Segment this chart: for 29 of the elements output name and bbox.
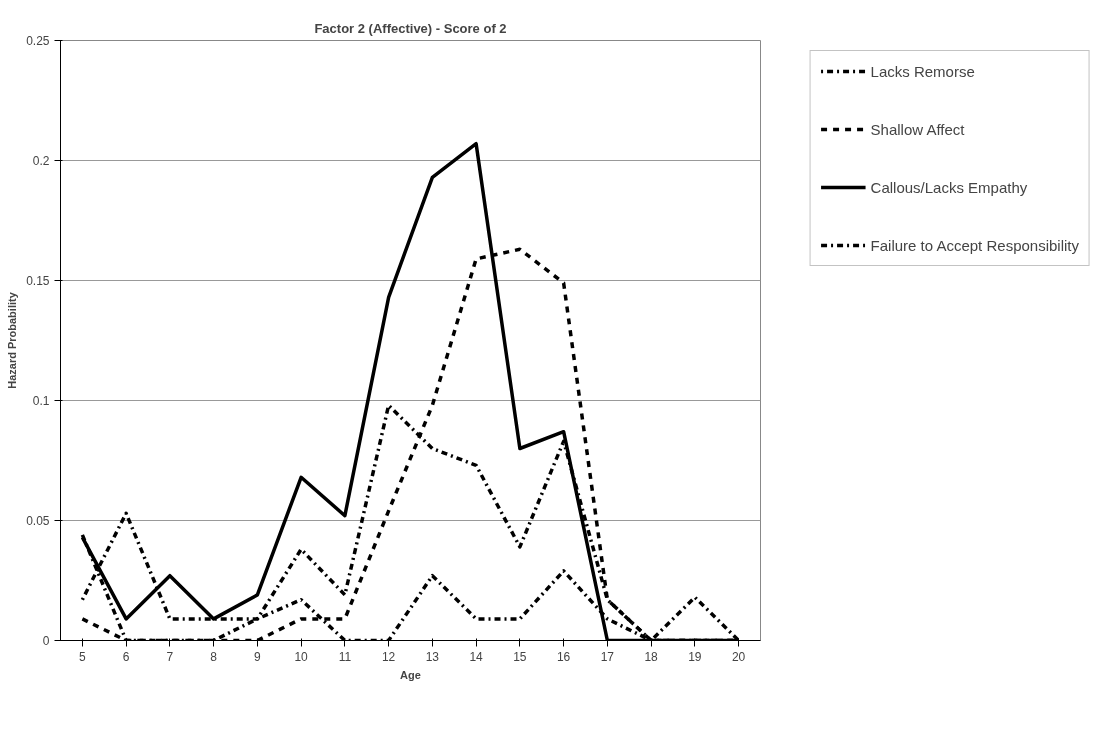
y-tick-label: 0.15 [26,274,50,288]
x-tick-label: 7 [166,649,174,664]
x-tick-label: 15 [513,649,527,664]
x-tick-label: 19 [688,649,702,664]
y-axis-title: Hazard Probability [6,291,19,389]
x-tick-label: 20 [731,649,746,664]
x-tick-label: 8 [210,649,218,664]
x-tick-label: 11 [338,649,352,664]
x-tick-label: 6 [122,649,130,664]
x-tick-label: 18 [644,649,659,664]
legend-label: Failure to Accept Responsibility [870,236,1079,254]
legend-label: Shallow Affect [870,120,965,138]
x-tick-label: 13 [425,649,440,664]
x-axis-title: Age [400,668,421,681]
y-tick-label: 0.1 [32,394,50,408]
x-tick-label: 17 [600,649,615,664]
x-tick-label: 9 [254,649,262,664]
x-tick-label: 14 [469,649,484,664]
x-tick-label: 12 [381,649,396,664]
x-tick-label: 5 [79,649,87,664]
y-tick-label: 0.05 [26,514,50,528]
chart-title: Factor 2 (Affective) - Score of 2 [314,20,507,36]
y-tick-label: 0 [42,634,50,648]
y-tick-label: 0.2 [32,154,50,168]
legend-label: Lacks Remorse [870,62,975,80]
legend-label: Callous/Lacks Empathy [870,178,1028,196]
x-tick-label: 10 [294,649,309,664]
x-tick-label: 16 [556,649,571,664]
y-tick-label: 0.25 [26,34,50,48]
